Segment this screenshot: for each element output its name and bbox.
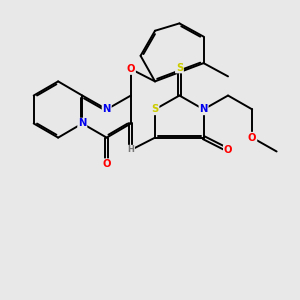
Text: S: S bbox=[176, 63, 183, 73]
Text: O: O bbox=[224, 145, 232, 155]
Text: N: N bbox=[103, 104, 111, 114]
Text: O: O bbox=[103, 159, 111, 169]
Text: N: N bbox=[78, 118, 86, 128]
Text: N: N bbox=[200, 104, 208, 114]
Text: S: S bbox=[152, 104, 159, 114]
Text: O: O bbox=[127, 64, 135, 74]
Text: H: H bbox=[128, 146, 134, 154]
Text: O: O bbox=[248, 133, 256, 142]
